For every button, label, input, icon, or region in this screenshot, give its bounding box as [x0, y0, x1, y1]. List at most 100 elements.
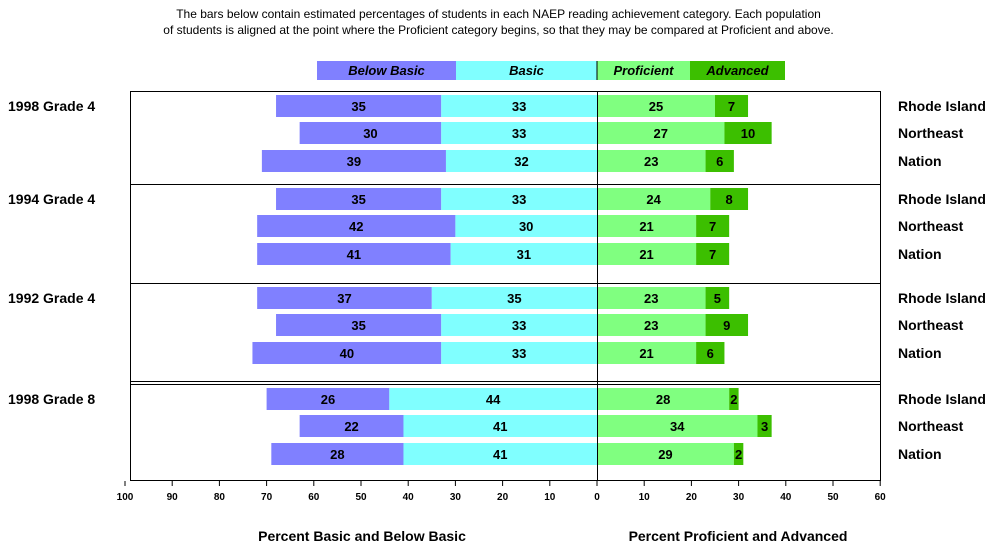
- intro-line-1: The bars below contain estimated percent…: [176, 7, 821, 21]
- bar-value-below-basic: 41: [347, 247, 361, 262]
- bar-value-basic: 33: [512, 318, 526, 333]
- bar-value-below-basic: 26: [321, 392, 335, 407]
- bar-value-basic: 41: [493, 419, 507, 434]
- bar-below-basic: [257, 287, 432, 309]
- bar-advanced: [696, 243, 730, 265]
- bar-below-basic: [276, 95, 442, 117]
- bar-below-basic: [276, 188, 442, 210]
- bar-value-basic: 33: [512, 192, 526, 207]
- bar-value-basic: 33: [512, 126, 526, 141]
- x-tick-label: 90: [167, 492, 179, 503]
- chart-intro-text: The bars below contain estimated percent…: [0, 6, 997, 38]
- bar-value-below-basic: 28: [330, 447, 344, 462]
- bar-value-below-basic: 39: [347, 154, 361, 169]
- bar-proficient: [597, 243, 697, 265]
- legend-swatch-below-basic: [317, 61, 456, 80]
- bar-basic: [441, 314, 597, 336]
- bar-value-proficient: 27: [653, 126, 667, 141]
- group-label: 1992 Grade 4: [8, 290, 95, 306]
- legend-swatch-basic: [456, 61, 597, 80]
- row-label: Northeast: [898, 317, 964, 333]
- plot-frame: [130, 91, 881, 481]
- bar-value-advanced: 9: [723, 318, 730, 333]
- bar-value-proficient: 23: [644, 318, 658, 333]
- bar-proficient: [597, 150, 706, 172]
- x-tick-label: 30: [733, 492, 745, 503]
- bar-below-basic: [299, 122, 442, 144]
- bar-proficient: [597, 342, 697, 364]
- row-label: Rhode Island: [898, 98, 986, 114]
- bar-advanced: [705, 150, 734, 172]
- bar-value-advanced: 2: [730, 392, 737, 407]
- bar-proficient: [597, 443, 734, 465]
- legend-label-basic: Basic: [509, 63, 544, 78]
- bar-value-below-basic: 35: [351, 318, 365, 333]
- bar-basic: [445, 150, 597, 172]
- bar-value-proficient: 21: [639, 346, 653, 361]
- bar-value-below-basic: 42: [349, 219, 363, 234]
- bar-basic: [441, 342, 597, 364]
- x-tick-label: 20: [686, 492, 698, 503]
- bar-advanced: [696, 342, 725, 364]
- row-label: Nation: [898, 246, 942, 262]
- bar-below-basic: [299, 415, 404, 437]
- row-label: Nation: [898, 446, 942, 462]
- x-tick-label: 100: [117, 492, 134, 503]
- bar-value-proficient: 28: [656, 392, 670, 407]
- bar-basic: [403, 443, 597, 465]
- bar-advanced: [729, 388, 739, 410]
- bar-value-advanced: 6: [707, 346, 714, 361]
- group-label: 1998 Grade 8: [8, 391, 95, 407]
- x-tick-label: 10: [544, 492, 556, 503]
- bar-value-basic: 31: [517, 247, 531, 262]
- x-tick-label: 60: [308, 492, 320, 503]
- bar-value-proficient: 24: [646, 192, 661, 207]
- bar-advanced: [710, 188, 749, 210]
- bar-value-proficient: 34: [670, 419, 685, 434]
- bar-value-below-basic: 22: [344, 419, 358, 434]
- x-tick-label: 80: [214, 492, 226, 503]
- row-label: Rhode Island: [898, 391, 986, 407]
- row-label: Northeast: [898, 418, 964, 434]
- bar-proficient: [597, 95, 715, 117]
- bar-value-advanced: 5: [714, 291, 721, 306]
- bar-value-advanced: 7: [709, 247, 716, 262]
- bar-proficient: [597, 122, 725, 144]
- row-label: Nation: [898, 345, 942, 361]
- bar-value-proficient: 23: [644, 291, 658, 306]
- bar-proficient: [597, 215, 697, 237]
- bar-below-basic: [252, 342, 442, 364]
- bar-value-basic: 30: [519, 219, 533, 234]
- bar-value-below-basic: 35: [351, 192, 365, 207]
- x-tick-label: 50: [827, 492, 839, 503]
- bar-value-proficient: 21: [639, 247, 653, 262]
- legend-label-proficient: Proficient: [614, 63, 675, 78]
- legend-label-below-basic: Below Basic: [348, 63, 425, 78]
- x-tick-label: 40: [403, 492, 415, 503]
- bar-below-basic: [266, 388, 390, 410]
- bar-value-basic: 33: [512, 346, 526, 361]
- x-tick-label: 70: [261, 492, 273, 503]
- bar-basic: [403, 415, 597, 437]
- bar-value-below-basic: 30: [363, 126, 377, 141]
- x-tick-label: 0: [594, 492, 600, 503]
- legend-label-advanced: Advanced: [705, 63, 769, 78]
- bar-value-basic: 35: [507, 291, 521, 306]
- bar-advanced: [757, 415, 772, 437]
- bar-below-basic: [271, 443, 404, 465]
- bar-basic: [441, 95, 597, 117]
- bar-below-basic: [261, 150, 446, 172]
- bar-proficient: [597, 388, 730, 410]
- row-label: Northeast: [898, 218, 964, 234]
- bar-basic: [455, 215, 597, 237]
- bar-value-proficient: 21: [639, 219, 653, 234]
- bar-basic: [389, 388, 597, 410]
- bar-basic: [441, 188, 597, 210]
- bar-value-advanced: 10: [741, 126, 755, 141]
- bar-value-below-basic: 40: [340, 346, 354, 361]
- bar-advanced: [724, 122, 772, 144]
- row-label: Northeast: [898, 125, 964, 141]
- bar-basic: [441, 122, 597, 144]
- bar-value-proficient: 29: [658, 447, 672, 462]
